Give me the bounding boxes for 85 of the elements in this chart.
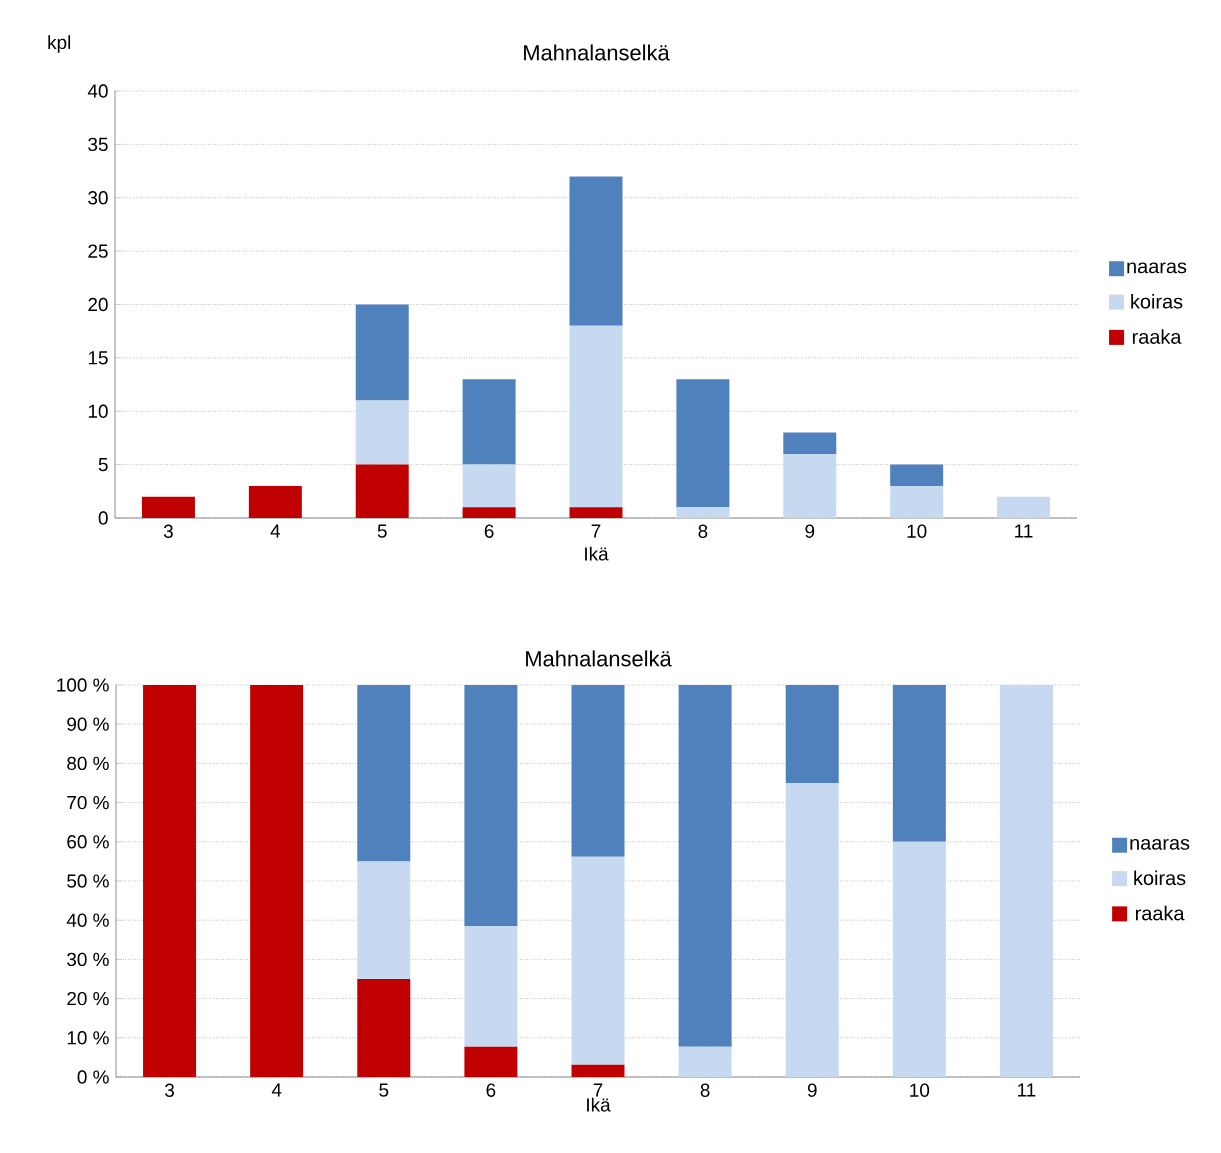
bar	[783, 432, 837, 454]
y-tick-label: 20	[88, 297, 108, 312]
y-tick-label: 40	[87, 84, 108, 98]
x-axis-title: Ikä	[585, 546, 609, 561]
y-tick-label: 60 %	[67, 835, 109, 849]
bar	[892, 841, 946, 1077]
y-tick-label: 100 %	[57, 678, 109, 692]
y-tick-label: 90 %	[67, 717, 109, 731]
y-tick-label: 30 %	[67, 952, 109, 967]
bar	[785, 783, 839, 1077]
legend-label: raaka	[1135, 905, 1185, 921]
y-tick-label: 35	[88, 137, 108, 152]
x-tick-label: 3	[165, 1083, 174, 1097]
x-tick-label: 5	[377, 524, 387, 538]
x-tick-label: 11	[1015, 524, 1033, 538]
legend-label: koiras	[1131, 293, 1183, 309]
bar	[464, 685, 518, 927]
bar	[357, 861, 411, 979]
bar	[357, 685, 411, 862]
x-tick-label: 10	[910, 1083, 930, 1097]
bar	[678, 685, 732, 1047]
bar	[571, 856, 625, 1065]
x-tick-label: 11	[1018, 1083, 1036, 1097]
bar	[248, 485, 302, 518]
bar	[571, 1064, 625, 1077]
legend-label: naaras	[1127, 262, 1187, 274]
bar	[999, 685, 1053, 1077]
bar	[571, 685, 625, 857]
bar	[462, 464, 516, 508]
bar	[462, 507, 516, 518]
x-axis-title: Ikä	[587, 1097, 611, 1112]
bar	[355, 304, 409, 401]
bar	[569, 325, 623, 508]
y-tick-label: 25	[88, 244, 108, 258]
x-tick-label: 6	[484, 524, 494, 538]
x-tick-label: 9	[807, 1083, 817, 1097]
y-tick-label: 80 %	[67, 756, 109, 771]
bar	[785, 685, 839, 783]
bar	[355, 400, 409, 465]
legend-label: naaras	[1130, 838, 1190, 850]
y-tick-label: 70 %	[67, 795, 109, 810]
y-tick-label: 0 %	[77, 1070, 109, 1084]
x-tick-label: 3	[163, 524, 173, 538]
x-tick-label: 4	[271, 1083, 282, 1097]
x-tick-label: 8	[698, 524, 708, 538]
bar	[997, 496, 1051, 518]
bar	[890, 485, 944, 518]
bar	[678, 1046, 732, 1077]
chart-title: Mahnalanselkä	[524, 44, 670, 61]
chart-title: Mahnalanselkä	[526, 650, 672, 667]
bar	[143, 685, 197, 1077]
bar	[357, 979, 411, 1077]
bar	[464, 926, 518, 1047]
y-tick-label: 30	[88, 191, 108, 205]
bar	[141, 496, 195, 518]
y-tick-label: 40 %	[66, 913, 109, 927]
bar	[569, 507, 623, 518]
y-tick-label: 0	[98, 511, 108, 525]
bar	[783, 453, 837, 518]
x-tick-label: 5	[379, 1083, 389, 1097]
y-tick-label: 15	[88, 351, 108, 365]
y-tick-label: 5	[98, 458, 108, 472]
y-tick-label: 10 %	[67, 1031, 109, 1045]
x-tick-label: 10	[907, 524, 927, 538]
bar	[676, 507, 730, 518]
legend-label: koiras	[1134, 870, 1186, 886]
x-tick-label: 7	[593, 1083, 603, 1097]
bar	[464, 1046, 518, 1077]
legend-label: raaka	[1132, 329, 1182, 344]
x-tick-label: 7	[591, 524, 601, 538]
bar	[890, 464, 944, 486]
x-tick-label: 8	[700, 1083, 710, 1097]
bar	[676, 379, 730, 508]
y-tick-label: 20 %	[67, 991, 109, 1006]
x-tick-label: 6	[486, 1083, 496, 1097]
y-tick-label: 10	[88, 404, 108, 418]
bar	[462, 379, 516, 465]
y-axis-title: kpl	[48, 35, 71, 53]
x-tick-label: 9	[805, 524, 815, 538]
y-tick-label: 50 %	[67, 874, 109, 888]
bar	[355, 464, 409, 518]
bar	[892, 685, 946, 842]
bar	[569, 176, 623, 326]
bar	[250, 685, 304, 1077]
x-tick-label: 4	[270, 524, 281, 538]
